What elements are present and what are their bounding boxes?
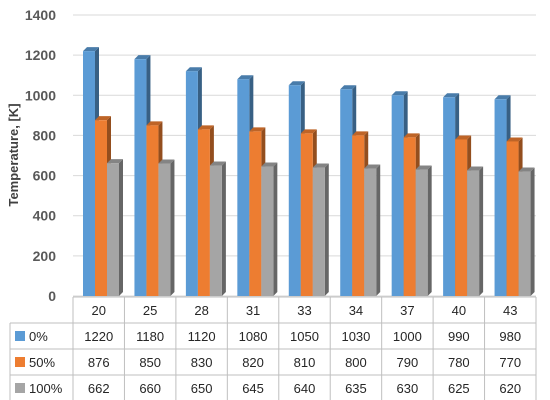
x-tick-label: 20 <box>91 303 105 318</box>
legend-swatch <box>15 357 25 367</box>
data-label: 790 <box>397 355 419 370</box>
data-label: 620 <box>499 381 521 396</box>
x-tick-label: 43 <box>503 303 517 318</box>
data-label: 630 <box>397 381 419 396</box>
data-label: 635 <box>345 381 367 396</box>
x-tick-label: 28 <box>194 303 208 318</box>
y-axis-label: Temperature, [K] <box>6 103 21 206</box>
data-label: 1180 <box>136 329 164 344</box>
data-label: 1050 <box>290 329 319 344</box>
legend-entry: 0% <box>29 329 48 344</box>
x-tick-label: 40 <box>452 303 466 318</box>
bar <box>415 165 432 296</box>
data-label: 820 <box>242 355 264 370</box>
legend-entry: 100% <box>29 381 63 396</box>
data-label: 1000 <box>393 329 422 344</box>
data-label: 830 <box>191 355 213 370</box>
x-tick-label: 25 <box>143 303 157 318</box>
data-label: 810 <box>294 355 316 370</box>
data-label: 650 <box>191 381 213 396</box>
x-tick-label: 34 <box>349 303 363 318</box>
x-tick-label: 37 <box>400 303 414 318</box>
data-label: 640 <box>294 381 316 396</box>
y-tick-label: 400 <box>33 208 57 224</box>
y-tick-label: 1200 <box>25 47 56 63</box>
bar <box>158 159 175 296</box>
y-tick-label: 600 <box>33 168 57 184</box>
x-tick-label: 33 <box>297 303 311 318</box>
data-label: 662 <box>88 381 110 396</box>
data-label: 645 <box>242 381 264 396</box>
data-label: 980 <box>499 329 521 344</box>
data-label: 1030 <box>341 329 370 344</box>
data-label: 876 <box>88 355 110 370</box>
y-tick-label: 800 <box>33 127 57 143</box>
data-label: 625 <box>448 381 470 396</box>
legend-entry: 50% <box>29 355 55 370</box>
bar <box>107 159 123 296</box>
y-tick-label: 200 <box>33 248 57 264</box>
x-tick-label: 31 <box>246 303 260 318</box>
bar <box>261 162 278 296</box>
y-tick-label: 1400 <box>25 7 56 23</box>
data-label: 780 <box>448 355 470 370</box>
legend-swatch <box>15 331 25 341</box>
bars <box>83 47 535 297</box>
bar <box>467 166 484 296</box>
data-label: 850 <box>139 355 161 370</box>
bar <box>518 167 535 296</box>
legend-swatch <box>15 383 25 393</box>
data-label: 990 <box>448 329 470 344</box>
y-tick-label: 1000 <box>25 87 56 103</box>
data-table: 20 25 28 31 33 34 37 40 43 0% 1220 1180 1120 1080 1050… <box>9 296 537 400</box>
bar <box>364 164 381 296</box>
data-label: 660 <box>139 381 161 396</box>
y-tick-label: 0 <box>48 288 56 304</box>
data-label: 1080 <box>239 329 268 344</box>
bar <box>209 161 226 296</box>
y-axis-ticks: 0 200 400 600 800 1000 1200 1400 <box>25 7 56 304</box>
data-label: 770 <box>499 355 521 370</box>
data-label: 1120 <box>188 329 216 344</box>
bar <box>312 163 329 296</box>
data-label: 800 <box>345 355 367 370</box>
data-label: 1220 <box>84 329 113 344</box>
